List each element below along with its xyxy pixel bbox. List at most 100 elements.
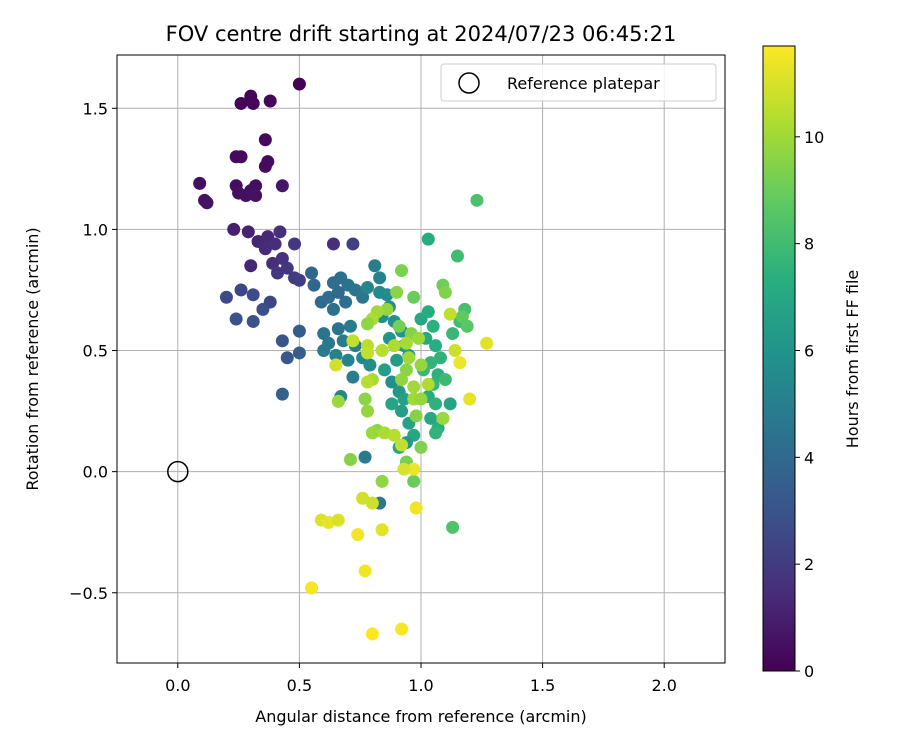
data-point	[426, 319, 440, 333]
data-point	[421, 377, 435, 391]
data-point	[395, 264, 409, 278]
data-point	[397, 462, 411, 476]
plot-area: 0.0 0.5 1.0 1.5 2.0 −0.5 0.0 0.5 1.0 1.5 Reference…	[69, 54, 726, 695]
data-point	[331, 513, 345, 527]
data-point	[414, 392, 428, 406]
data-point	[275, 251, 289, 265]
data-point	[331, 285, 345, 299]
data-point	[331, 394, 345, 408]
data-point	[358, 450, 372, 464]
data-point	[433, 351, 447, 365]
data-point	[470, 193, 484, 207]
data-point	[443, 307, 457, 321]
data-point	[339, 295, 353, 309]
data-point	[268, 237, 282, 251]
data-point	[317, 327, 331, 341]
colorbar-tick-label: 4	[804, 448, 814, 467]
data-point	[326, 302, 340, 316]
data-point	[436, 411, 450, 425]
data-point	[399, 363, 413, 377]
data-point	[409, 501, 423, 515]
data-point	[307, 278, 321, 292]
data-point	[346, 370, 360, 384]
data-point	[365, 627, 379, 641]
data-point	[360, 375, 374, 389]
data-point	[246, 314, 260, 328]
y-tick-label: 0.5	[83, 342, 108, 361]
data-point	[360, 404, 374, 418]
data-point	[385, 375, 399, 389]
data-point	[375, 523, 389, 537]
data-point	[356, 491, 370, 505]
y-axis-label: Rotation from reference (arcmin)	[23, 227, 42, 490]
data-point	[288, 237, 302, 251]
data-point	[446, 327, 460, 341]
data-point	[365, 426, 379, 440]
data-point	[414, 358, 428, 372]
data-point	[346, 334, 360, 348]
data-point	[322, 290, 336, 304]
legend-label: Reference platepar	[507, 74, 660, 93]
data-point	[429, 426, 443, 440]
data-point	[351, 528, 365, 542]
data-point	[305, 581, 319, 595]
colorbar-tick-label: 8	[804, 235, 814, 254]
data-point	[275, 334, 289, 348]
y-tick-label: 1.5	[83, 99, 108, 118]
data-point	[331, 322, 345, 336]
x-axis-label: Angular distance from reference (arcmin)	[255, 707, 586, 726]
data-point	[266, 256, 280, 270]
data-point	[412, 331, 426, 345]
data-point	[429, 339, 443, 353]
x-tick-label: 0.5	[287, 676, 312, 695]
data-point	[368, 259, 382, 273]
colorbar-label: Hours from first FF file	[843, 270, 862, 449]
data-point	[380, 302, 394, 316]
data-point	[249, 188, 263, 202]
data-point	[387, 428, 401, 442]
y-tick-label: 1.0	[83, 220, 108, 239]
data-point	[329, 348, 343, 362]
data-point	[373, 271, 387, 285]
data-point	[380, 288, 394, 302]
data-point	[358, 392, 372, 406]
data-point	[448, 344, 462, 358]
data-point	[336, 334, 350, 348]
data-point	[395, 622, 409, 636]
data-point	[397, 392, 411, 406]
data-point	[280, 261, 294, 275]
data-point	[193, 176, 207, 190]
data-point	[395, 404, 409, 418]
data-point	[244, 259, 258, 273]
data-point	[239, 188, 253, 202]
data-point	[346, 237, 360, 251]
data-point	[390, 353, 404, 367]
data-point	[446, 520, 460, 534]
x-tick-label: 1.0	[408, 676, 433, 695]
data-point	[399, 336, 413, 350]
data-point	[407, 462, 421, 476]
colorbar: 0 2 4 6 8 10	[762, 45, 824, 681]
data-point	[292, 324, 306, 338]
data-point	[358, 564, 372, 578]
data-point	[395, 373, 409, 387]
data-point	[292, 346, 306, 360]
data-point	[460, 319, 474, 333]
colorbar-tick-label: 10	[804, 128, 824, 147]
data-point	[385, 397, 399, 411]
data-point	[246, 96, 260, 110]
data-point	[329, 358, 343, 372]
data-point	[271, 266, 285, 280]
data-point	[229, 312, 243, 326]
data-point	[421, 232, 435, 246]
data-point	[280, 351, 294, 365]
data-point	[390, 285, 404, 299]
legend: Reference platepar	[440, 63, 717, 102]
data-point	[429, 397, 443, 411]
data-point	[375, 474, 389, 488]
data-point	[258, 242, 272, 256]
data-point	[463, 392, 477, 406]
data-point	[424, 411, 438, 425]
data-point	[453, 356, 467, 370]
